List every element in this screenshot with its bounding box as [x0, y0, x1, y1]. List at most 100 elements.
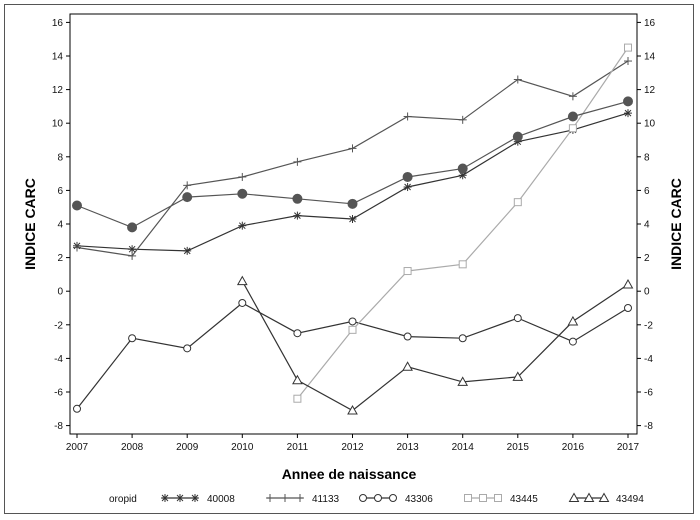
legend-swatch-marker: [359, 494, 367, 502]
y-tick-label-left: 16: [52, 18, 64, 29]
data-point-43445: [624, 43, 632, 52]
y-tick-label-right: -6: [644, 388, 653, 399]
y-tick-label-right: 6: [644, 186, 650, 197]
data-point-unlabeled: [567, 111, 578, 122]
data-point-43306: [513, 314, 522, 323]
y-tick-label-right: 16: [644, 18, 656, 29]
data-point-41133: [568, 92, 577, 101]
legend-item-43494: 43494: [568, 492, 644, 505]
data-point-43494: [347, 404, 358, 415]
legend-swatch-marker: [176, 494, 184, 502]
y-tick-label-right: 0: [644, 287, 650, 298]
legend-swatch-marker: [266, 494, 274, 502]
legend-swatch-marker: [374, 494, 382, 502]
x-tick-label: 2007: [66, 442, 89, 453]
data-point-43306: [568, 337, 577, 346]
data-point-unlabeled: [347, 198, 358, 209]
x-tick-label: 2008: [121, 442, 144, 453]
y-tick-label-left: 0: [57, 287, 63, 298]
data-point-43445: [458, 260, 467, 269]
data-point-43306: [348, 317, 357, 326]
data-point-43494: [457, 376, 469, 386]
data-point-40008: [293, 211, 302, 220]
legend-swatch-marker: [191, 494, 199, 502]
legend-title: oropid: [109, 494, 137, 505]
data-point-41133: [348, 144, 357, 153]
y-tick-label-left: 4: [57, 220, 63, 231]
legend-label: 40008: [207, 494, 235, 505]
legend-item-43306: 43306: [359, 494, 433, 505]
data-point-41133: [128, 251, 137, 260]
legend-label: 43445: [510, 494, 538, 505]
data-point-43306: [183, 344, 192, 353]
data-point-unlabeled: [72, 200, 82, 211]
x-tick-label: 2014: [452, 442, 475, 453]
data-point-unlabeled: [127, 222, 138, 233]
data-point-40008: [128, 245, 137, 254]
data-point-unlabeled: [457, 163, 468, 174]
line-chart: -8 -8 -6 -6 -4 -4 -2 -2 0 0 2 2 4 4 6 6 8 8 10 10 12 12 14 14 16…: [22, 13, 684, 505]
y-tick-label-left: -8: [54, 421, 63, 432]
data-point-unlabeled: [237, 188, 248, 199]
legend-swatch-marker: [296, 494, 304, 502]
data-point-43306: [403, 332, 412, 341]
y-tick-label-right: -8: [644, 421, 653, 432]
y-tick-label-left: 6: [57, 186, 63, 197]
legend-swatch-marker: [598, 492, 610, 502]
y-tick-label-left: 8: [57, 152, 63, 163]
data-point-43306: [458, 334, 467, 343]
data-point-43306: [624, 304, 632, 312]
legend-label: 43306: [405, 494, 433, 505]
y-tick-label-right: 4: [644, 220, 650, 231]
data-point-40008: [183, 246, 192, 255]
data-point-40008: [624, 109, 632, 118]
data-point-41133: [458, 115, 467, 124]
legend-swatch-marker: [494, 494, 502, 502]
data-point-43494: [292, 374, 303, 385]
legend: oropid 40008 41133 43306 43445 43494: [109, 492, 644, 505]
y-tick-label-right: -4: [644, 354, 653, 365]
x-tick-label: 2015: [507, 442, 530, 453]
data-point-40008: [238, 221, 247, 230]
x-tick-label: 2009: [176, 442, 199, 453]
data-point-41133: [238, 172, 247, 181]
legend-swatch-marker: [161, 494, 169, 502]
data-point-43445: [293, 394, 302, 403]
legend-swatch-marker: [479, 494, 487, 502]
y-axis-title-left: INDICE CARC: [22, 178, 38, 270]
y-tick-label-left: -6: [54, 388, 63, 399]
x-tick-label: 2016: [562, 442, 585, 453]
data-point-41133: [183, 181, 192, 190]
data-point-41133: [73, 243, 81, 252]
x-tick-label: 2017: [617, 442, 640, 453]
chart-frame: -8 -8 -6 -6 -4 -4 -2 -2 0 0 2 2 4 4 6 6 8 8 10 10 12 12 14 14 16…: [4, 4, 694, 514]
data-point-43494: [567, 315, 579, 326]
y-tick-label-left: 12: [52, 85, 64, 96]
data-point-41133: [513, 75, 522, 84]
plot-area: [69, 13, 638, 435]
y-tick-label-right: 2: [644, 253, 650, 264]
data-point-unlabeled: [512, 131, 523, 142]
data-point-41133: [293, 157, 302, 166]
y-tick-label-left: 14: [52, 52, 64, 63]
series-line-43494: [241, 280, 629, 412]
data-point-43445: [403, 267, 412, 276]
legend-item-41133: 41133: [266, 494, 340, 505]
data-point-41133: [403, 112, 412, 121]
x-tick-label: 2013: [396, 442, 419, 453]
data-point-43306: [73, 404, 81, 413]
y-tick-label-left: 2: [57, 253, 63, 264]
data-point-43445: [513, 198, 522, 207]
y-tick-label-left: -2: [54, 320, 63, 331]
y-tick-label-right: 14: [644, 52, 656, 63]
legend-item-43445: 43445: [464, 494, 538, 505]
data-point-43494: [622, 278, 634, 289]
data-point-43494: [236, 275, 248, 286]
legend-swatch-marker: [389, 494, 397, 502]
data-point-40008: [403, 183, 412, 192]
data-point-unlabeled: [402, 171, 413, 182]
data-point-43306: [238, 298, 247, 307]
y-tick-label-right: 10: [644, 119, 656, 130]
legend-label: 41133: [312, 494, 340, 505]
legend-swatch-marker: [568, 492, 580, 502]
